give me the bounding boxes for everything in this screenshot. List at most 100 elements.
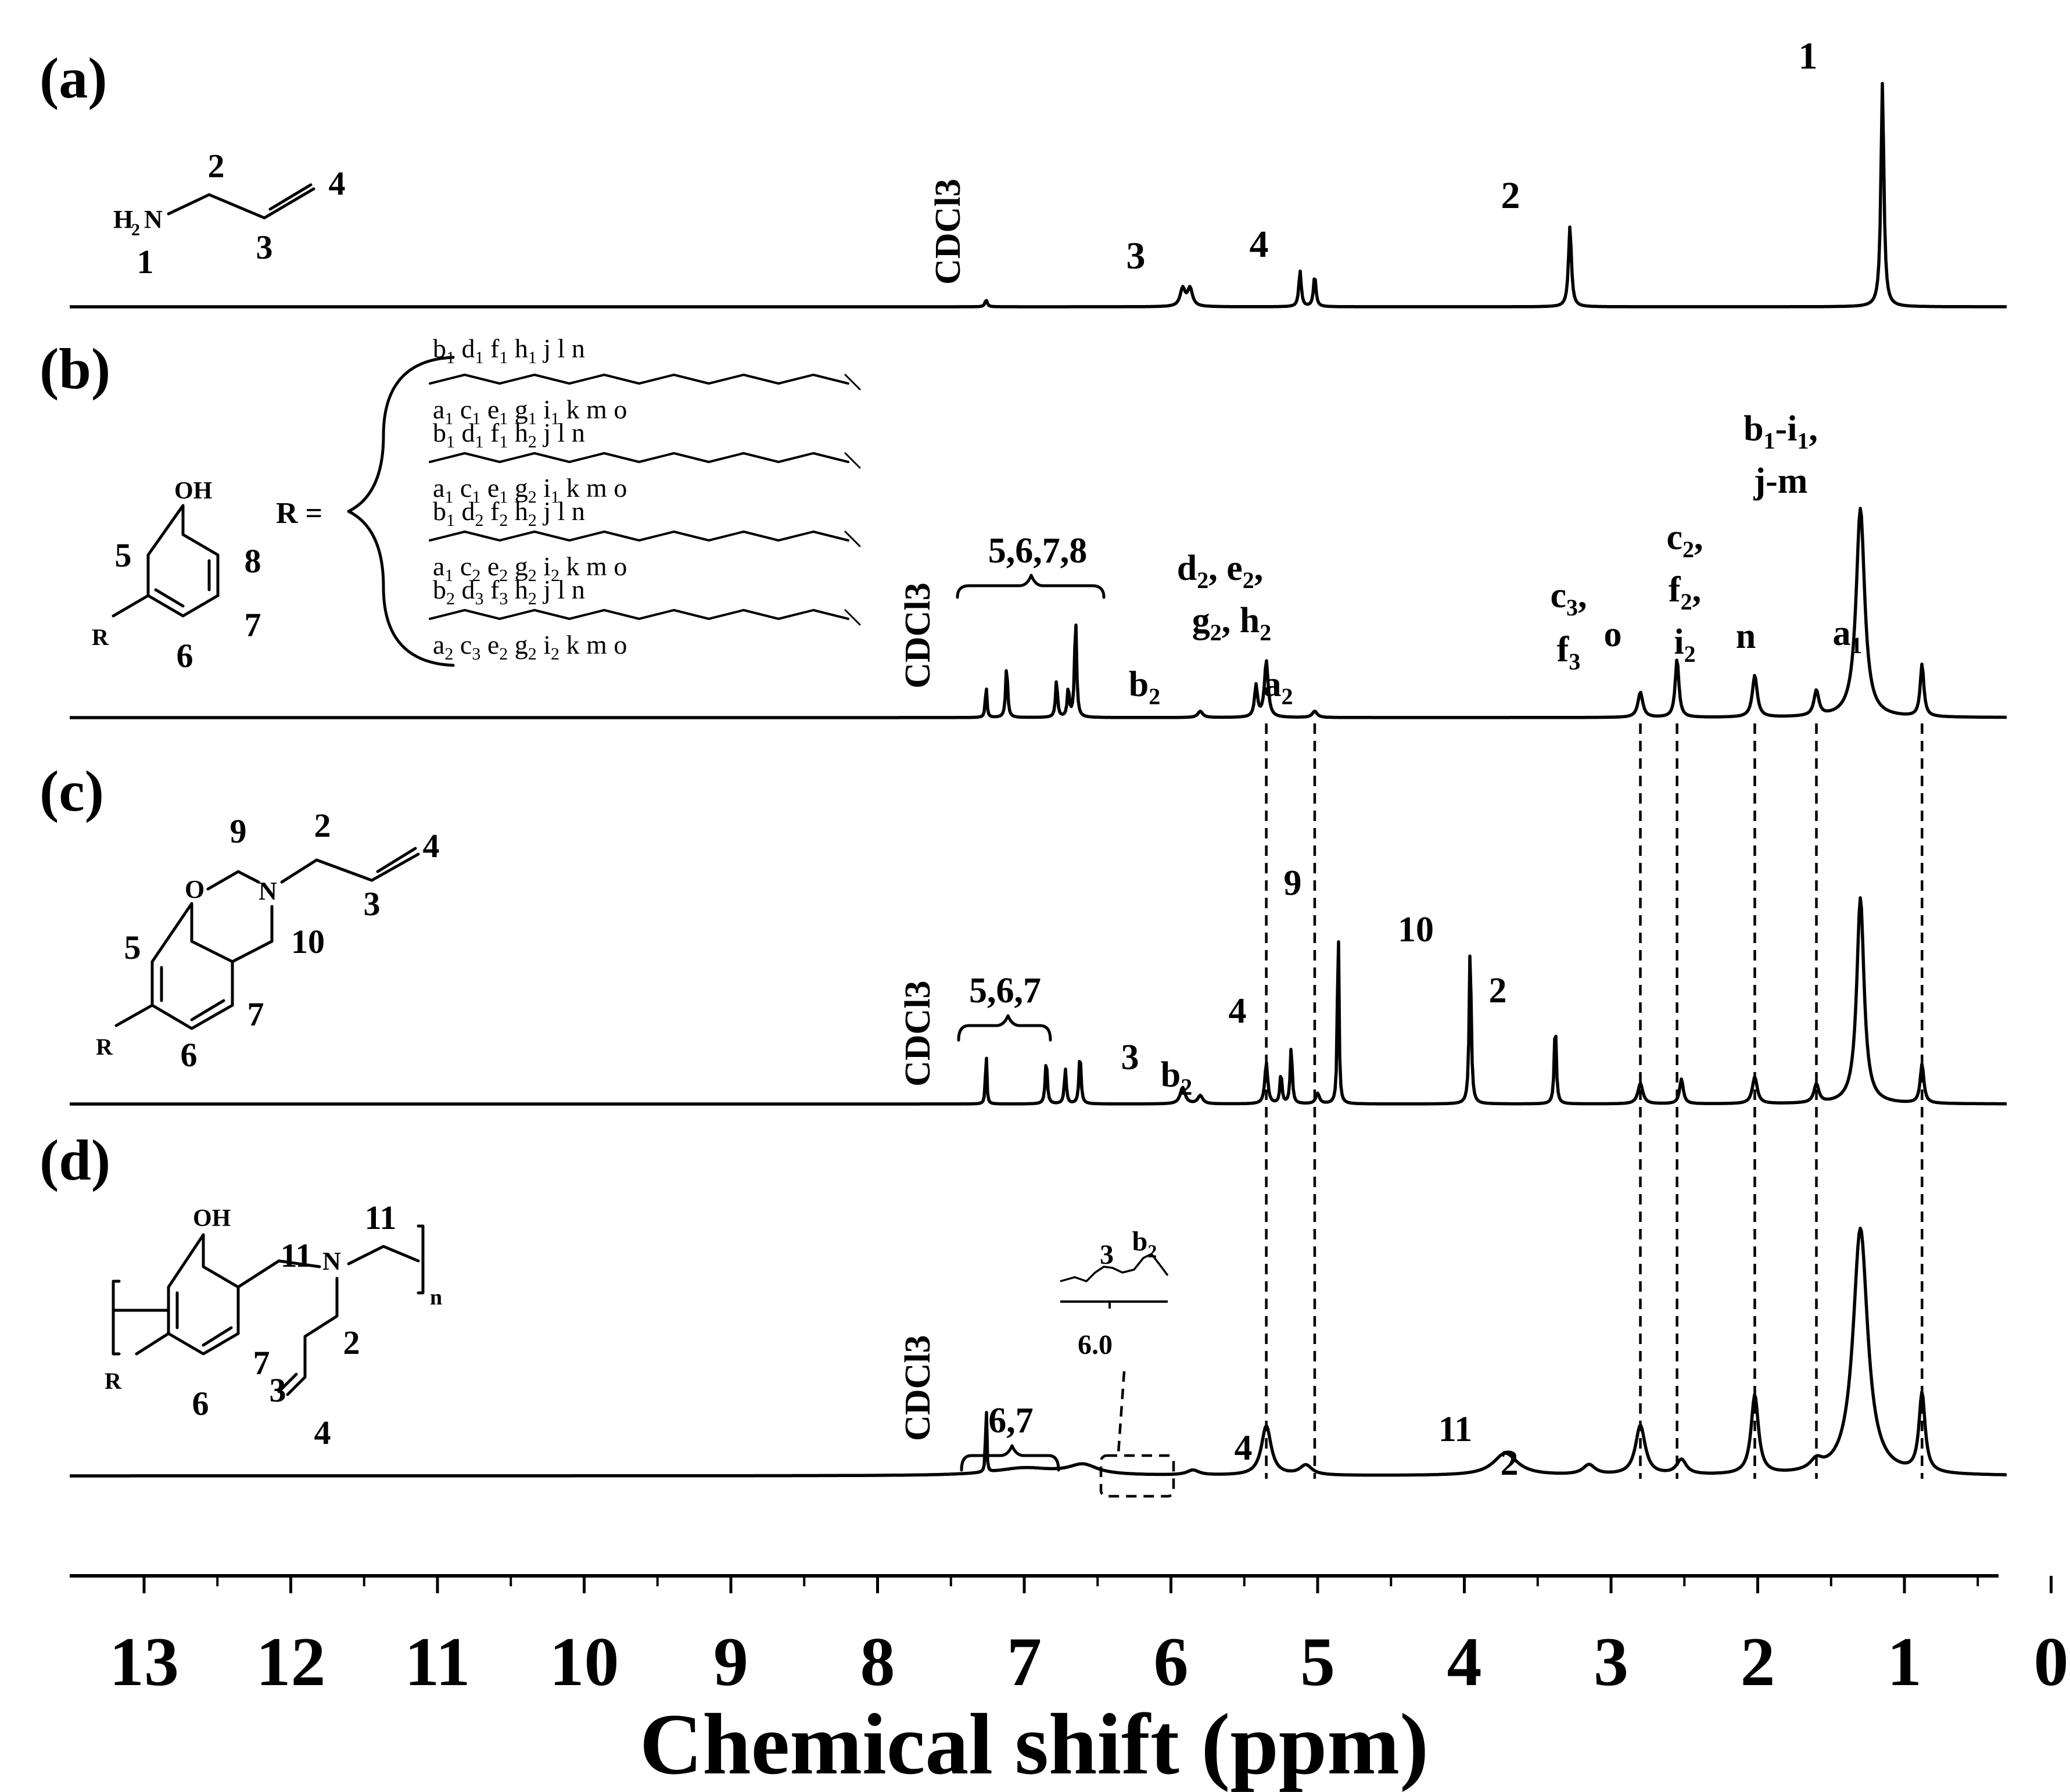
- peak-label: f2,: [1669, 570, 1701, 615]
- svg-text:R: R: [92, 624, 109, 650]
- svg-text:11: 11: [365, 1199, 397, 1237]
- peak-label: 4: [1250, 223, 1269, 266]
- peak-label: 2: [1489, 971, 1507, 1010]
- peak-label: 3: [1121, 1038, 1139, 1077]
- svg-text:7: 7: [253, 1344, 270, 1382]
- structure-c: O N R 9 2 4 3 10 5 6 7: [96, 807, 440, 1074]
- x-tick-label: 8: [860, 1623, 895, 1700]
- peak-label: d2, e2,: [1177, 549, 1264, 593]
- x-tick-label: 7: [1007, 1623, 1042, 1700]
- spectrum-trace-a: [69, 81, 2007, 309]
- x-tick-label: 3: [1594, 1623, 1628, 1700]
- svg-text:R =: R =: [276, 497, 322, 530]
- svg-text:2: 2: [131, 220, 140, 239]
- svg-text:4: 4: [329, 164, 346, 202]
- x-tick-label: 1: [1887, 1623, 1922, 1700]
- peak-label: 11: [1438, 1410, 1473, 1449]
- structure-a: H 2 N 1 2 3 4: [113, 147, 346, 281]
- peak-label: b2: [1129, 665, 1160, 709]
- x-tick-label: 11: [404, 1623, 470, 1700]
- svg-text:a2 c3 e2 g2 i2: a2 c3 e2 g2 i2 k m o: [433, 630, 627, 664]
- svg-text:5: 5: [124, 929, 141, 966]
- bracket: [960, 1444, 1060, 1472]
- peak-label: c2,: [1666, 518, 1703, 562]
- peak-label: 2: [1501, 174, 1520, 217]
- peak-label: 4: [1235, 1428, 1253, 1468]
- peak-label: o: [1604, 615, 1622, 654]
- peak-label: 5,6,7: [969, 971, 1041, 1010]
- svg-text:6: 6: [181, 1036, 198, 1074]
- peak-label: g2, h2: [1192, 601, 1271, 646]
- svg-text:2: 2: [343, 1324, 360, 1361]
- structure-b: OH R 5 6 7 8 R = b1 d1 f1 h1 j l n a1 c1…: [92, 334, 861, 675]
- peak-label: j-m: [1753, 461, 1808, 501]
- inset-tick: 6.0: [1078, 1329, 1113, 1360]
- x-tick-label: 9: [713, 1623, 748, 1700]
- panel-label-a: (a): [40, 46, 107, 110]
- inset-label: b2: [1132, 1226, 1157, 1261]
- peak-label: 5,6,7,8: [988, 531, 1088, 571]
- svg-text:3: 3: [364, 885, 381, 923]
- svg-text:10: 10: [291, 923, 325, 960]
- x-tick-label: 0: [2034, 1623, 2069, 1700]
- peak-label: 6,7: [988, 1401, 1034, 1440]
- x-tick-label: 12: [256, 1623, 326, 1700]
- peak-label: n: [1736, 617, 1756, 656]
- svg-text:OH: OH: [174, 478, 212, 504]
- bracket: [957, 1014, 1052, 1042]
- x-tick-label: 10: [550, 1623, 619, 1700]
- peak-label: c3,: [1550, 576, 1587, 621]
- panel-label-c: (c): [40, 759, 104, 823]
- svg-text:2: 2: [208, 147, 225, 185]
- spectrum-trace-b: [69, 507, 2007, 719]
- solvent-label-c: CDCl3: [898, 980, 938, 1087]
- svg-text:7: 7: [247, 995, 264, 1033]
- spectra-layer: [69, 81, 2007, 1478]
- solvent-label-b: CDCl3: [898, 582, 938, 689]
- svg-text:1: 1: [137, 243, 154, 281]
- svg-text:N: N: [144, 205, 163, 234]
- svg-text:6: 6: [177, 637, 193, 675]
- peak-label: 1: [1799, 35, 1818, 77]
- svg-text:b1 d2 f2 h2 j: b1 d2 f2 h2 j l n: [433, 496, 585, 530]
- svg-text:R: R: [105, 1368, 122, 1394]
- x-tick-label: 4: [1447, 1623, 1482, 1700]
- svg-text:5: 5: [115, 536, 132, 574]
- peak-label: 3: [1127, 235, 1146, 277]
- x-axis-title: Chemical shift (ppm): [640, 1696, 1429, 1792]
- svg-text:3: 3: [256, 228, 273, 266]
- peak-label: 2: [1501, 1443, 1519, 1483]
- x-axis: 13 12 11 10 9 8 7 6 5 4 3 2 1 0: [70, 1574, 2069, 1700]
- svg-text:4: 4: [423, 827, 440, 865]
- svg-text:O: O: [185, 875, 205, 904]
- svg-text:a1 c1 e1 g2 i1: a1 c1 e1 g2 i1 k m o: [433, 473, 627, 507]
- svg-text:b1 d1 f1 h2 j: b1 d1 f1 h2 j l n: [433, 418, 585, 451]
- peak-label: 9: [1284, 863, 1302, 903]
- peak-label: 4: [1229, 991, 1247, 1031]
- svg-text:b1 d1 f1 h1 j: b1 d1 f1 h1 j l n: [433, 334, 585, 367]
- peak-label: b2: [1161, 1055, 1192, 1100]
- peak-label: i2: [1674, 622, 1695, 667]
- svg-text:9: 9: [230, 812, 247, 850]
- svg-text:b2 d3 f3 h2 j: b2 d3 f3 h2 j l n: [433, 575, 585, 608]
- svg-text:3: 3: [270, 1371, 286, 1409]
- x-tick-label: 5: [1300, 1623, 1335, 1700]
- peak-label: b1-i1,: [1743, 409, 1818, 454]
- bracket: [956, 574, 1106, 599]
- inset-label: 3: [1100, 1239, 1114, 1270]
- svg-text:H: H: [113, 205, 133, 234]
- peak-label: 10: [1398, 910, 1434, 949]
- svg-text:a1 c1 e1 g1 i1: a1 c1 e1 g1 i1 k m o: [433, 395, 627, 428]
- panel-label-d: (d): [40, 1128, 110, 1192]
- svg-text:n: n: [430, 1285, 442, 1310]
- solvent-label-a: CDCl3: [928, 178, 968, 285]
- spectrum-trace-d: [69, 1226, 2007, 1478]
- svg-text:6: 6: [192, 1385, 209, 1422]
- svg-text:2: 2: [314, 807, 331, 844]
- svg-text:8: 8: [245, 542, 261, 580]
- svg-text:N: N: [322, 1247, 341, 1275]
- correlation-dashed-lines: [1265, 723, 1924, 1479]
- svg-text:N: N: [259, 877, 277, 905]
- svg-text:R: R: [96, 1034, 113, 1060]
